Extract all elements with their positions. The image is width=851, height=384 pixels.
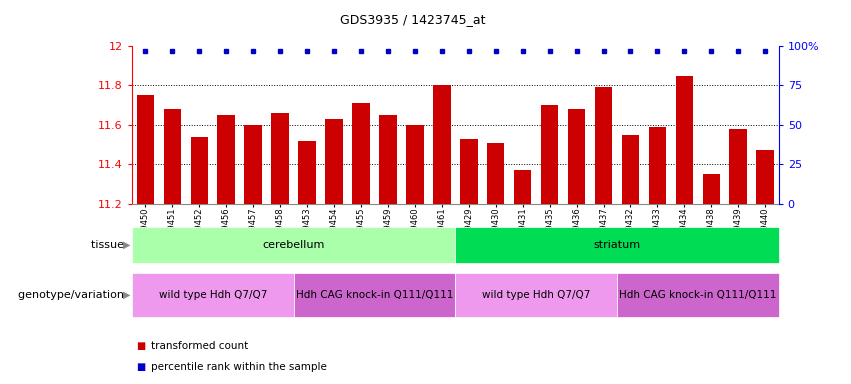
Text: striatum: striatum [593,240,641,250]
Bar [514,170,531,204]
Bar [460,139,477,204]
Bar [433,85,450,204]
Text: cerebellum: cerebellum [262,240,325,250]
Bar [703,174,720,204]
Text: wild type Hdh Q7/Q7: wild type Hdh Q7/Q7 [482,290,591,300]
Bar [132,273,294,317]
Text: GDS3935 / 1423745_at: GDS3935 / 1423745_at [340,13,485,26]
Bar [137,95,154,204]
Bar [676,76,693,204]
Bar [352,103,369,204]
Text: ■: ■ [136,341,146,351]
Text: percentile rank within the sample: percentile rank within the sample [151,362,328,372]
Bar [163,109,181,204]
Bar [218,115,235,204]
Bar [648,127,666,204]
Bar [757,151,774,204]
Bar [271,113,288,204]
Text: Hdh CAG knock-in Q111/Q111: Hdh CAG knock-in Q111/Q111 [296,290,453,300]
Bar [380,115,397,204]
Bar [244,125,262,204]
Bar [455,227,779,263]
Bar [299,141,316,204]
Bar [595,88,612,204]
Text: transformed count: transformed count [151,341,248,351]
Text: wild type Hdh Q7/Q7: wild type Hdh Q7/Q7 [158,290,267,300]
Text: ▶: ▶ [123,290,130,300]
Bar [487,142,505,204]
Bar [294,273,455,317]
Text: ▶: ▶ [123,240,130,250]
Bar [729,129,747,204]
Bar [406,125,424,204]
Bar [568,109,585,204]
Bar [622,135,639,204]
Bar [541,105,558,204]
Bar [191,137,208,204]
Text: tissue: tissue [91,240,128,250]
Text: genotype/variation: genotype/variation [18,290,128,300]
Bar [617,273,779,317]
Text: Hdh CAG knock-in Q111/Q111: Hdh CAG knock-in Q111/Q111 [620,290,776,300]
Text: ■: ■ [136,362,146,372]
Bar [455,273,617,317]
Bar [132,227,455,263]
Bar [325,119,343,204]
